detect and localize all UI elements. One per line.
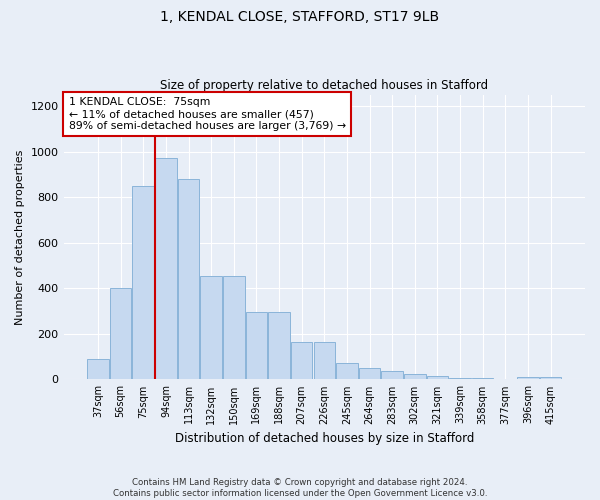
Bar — [291, 342, 313, 380]
Bar — [427, 376, 448, 380]
X-axis label: Distribution of detached houses by size in Stafford: Distribution of detached houses by size … — [175, 432, 474, 445]
Bar — [540, 377, 561, 380]
Text: 1, KENDAL CLOSE, STAFFORD, ST17 9LB: 1, KENDAL CLOSE, STAFFORD, ST17 9LB — [160, 10, 440, 24]
Bar — [178, 179, 199, 380]
Bar — [200, 276, 222, 380]
Bar — [223, 276, 245, 380]
Bar — [87, 359, 109, 380]
Bar — [359, 368, 380, 380]
Bar — [472, 378, 493, 380]
Text: 1 KENDAL CLOSE:  75sqm
← 11% of detached houses are smaller (457)
89% of semi-de: 1 KENDAL CLOSE: 75sqm ← 11% of detached … — [69, 98, 346, 130]
Bar — [517, 377, 539, 380]
Bar — [314, 342, 335, 380]
Bar — [449, 378, 471, 380]
Y-axis label: Number of detached properties: Number of detached properties — [15, 150, 25, 324]
Bar — [110, 288, 131, 380]
Bar — [155, 158, 176, 380]
Bar — [245, 312, 267, 380]
Bar — [268, 312, 290, 380]
Bar — [133, 186, 154, 380]
Bar — [404, 374, 425, 380]
Bar — [382, 372, 403, 380]
Text: Contains HM Land Registry data © Crown copyright and database right 2024.
Contai: Contains HM Land Registry data © Crown c… — [113, 478, 487, 498]
Title: Size of property relative to detached houses in Stafford: Size of property relative to detached ho… — [160, 79, 488, 92]
Bar — [336, 364, 358, 380]
